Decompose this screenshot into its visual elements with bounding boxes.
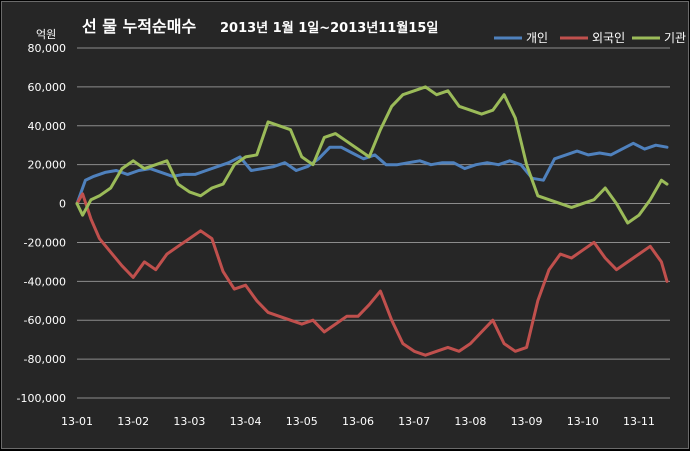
x-tick-label: 13-09 [511, 415, 543, 428]
x-tick-label: 13-07 [398, 415, 430, 428]
series-line [75, 85, 669, 225]
x-axis-ticks: 13-01 13-02 13-03 13-04 13-05 13-06 13-07 13-08… [61, 415, 655, 428]
x-tick-label: 13-02 [117, 415, 149, 428]
series-line [75, 192, 669, 357]
legend-label: 기관 [664, 31, 686, 45]
y-tick-label: 60,000 [28, 81, 67, 94]
y-axis-ticks: 80,000 60,000 40,000 20,000 0 -20,000 -40,000 -… [17, 42, 66, 405]
chart-title-sub: 2013년 1월 1일~2013년11월15일 [220, 20, 438, 36]
y-tick-label: -100,000 [17, 392, 66, 405]
x-tick-label: 13-04 [230, 415, 262, 428]
x-tick-label: 13-05 [286, 415, 318, 428]
y-tick-label: -20,000 [24, 236, 66, 249]
gridlines [77, 47, 670, 399]
y-tick-label: 0 [59, 198, 66, 211]
y-tick-label: 20,000 [28, 159, 67, 172]
unit-label: 억원 [36, 28, 56, 41]
y-tick-label: -80,000 [24, 353, 66, 366]
x-tick-label: 13-11 [623, 415, 655, 428]
x-tick-label: 13-10 [567, 415, 599, 428]
y-tick-label: -40,000 [24, 275, 66, 288]
legend-label: 외국인 [592, 31, 625, 45]
y-tick-label: 80,000 [28, 42, 67, 55]
series-lines [75, 85, 669, 357]
x-tick-label: 13-01 [61, 415, 93, 428]
y-tick-label: -60,000 [24, 314, 66, 327]
x-tick-label: 13-08 [454, 415, 486, 428]
legend: 개인 외국인 기관 [494, 31, 686, 45]
x-tick-label: 13-03 [173, 415, 205, 428]
y-tick-label: 40,000 [28, 120, 67, 133]
legend-label: 개인 [526, 31, 548, 45]
x-tick-label: 13-06 [342, 415, 374, 428]
chart-title-main: 선 물 누적순매수 [82, 17, 196, 36]
